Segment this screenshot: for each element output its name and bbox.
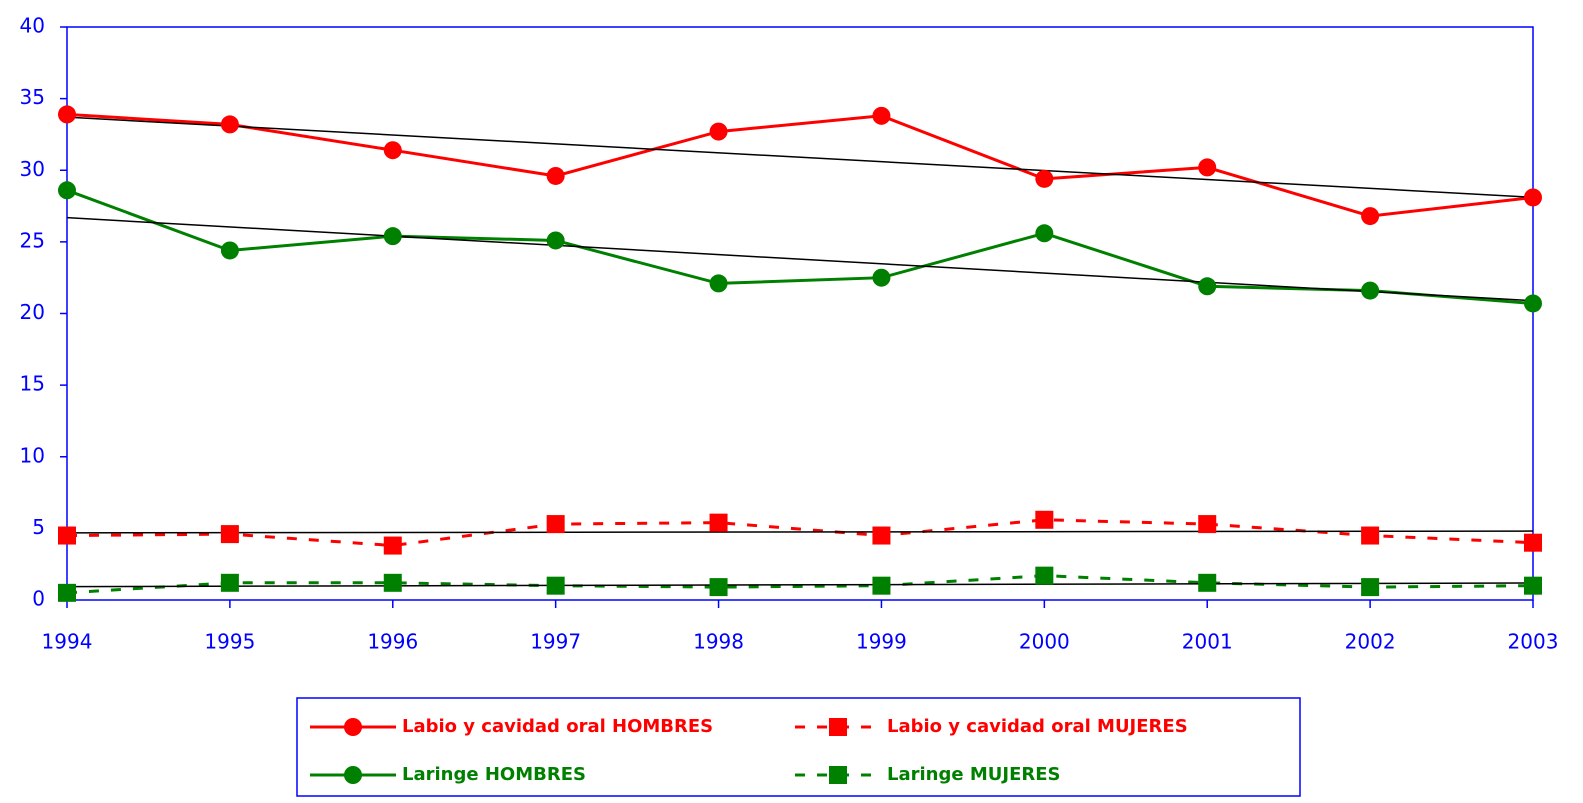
- marker: [546, 166, 565, 185]
- marker: [1361, 578, 1380, 597]
- y-tick-label: 30: [20, 157, 45, 181]
- y-tick-label: 40: [20, 14, 45, 38]
- marker: [383, 227, 402, 246]
- marker: [1035, 169, 1054, 188]
- trend-line: [66, 216, 1534, 302]
- trend-line: [66, 530, 1534, 534]
- marker: [1524, 294, 1542, 313]
- marker: [1361, 526, 1380, 545]
- x-tick-label: 1997: [530, 630, 581, 654]
- legend-box: [296, 697, 1301, 797]
- series-line: [66, 188, 1534, 305]
- y-tick-label: 25: [20, 228, 45, 252]
- marker: [220, 573, 239, 592]
- x-tick-label: 2001: [1182, 630, 1233, 654]
- marker: [1035, 566, 1054, 585]
- marker: [872, 106, 891, 125]
- marker: [220, 525, 239, 544]
- series-line: [66, 574, 1534, 595]
- y-tick-label: 5: [32, 515, 45, 539]
- marker: [1198, 158, 1217, 177]
- marker: [1035, 510, 1054, 529]
- series-line: [66, 112, 1534, 218]
- marker: [709, 274, 728, 293]
- y-tick-label: 0: [32, 587, 45, 611]
- x-tick-label: 1999: [856, 630, 907, 654]
- marker: [1035, 224, 1054, 243]
- y-tick-label: 10: [20, 443, 45, 467]
- legend-marker: [344, 766, 362, 784]
- trend-line: [66, 116, 1534, 199]
- x-tick-label: 2002: [1345, 630, 1396, 654]
- legend-label: Labio y cavidad oral HOMBRES: [402, 716, 713, 737]
- y-tick-label: 20: [20, 300, 45, 324]
- marker: [1198, 515, 1217, 534]
- marker: [546, 231, 565, 250]
- marker: [709, 513, 728, 532]
- legend-marker: [344, 718, 362, 736]
- marker: [58, 105, 76, 124]
- marker: [1524, 576, 1542, 595]
- marker: [546, 515, 565, 534]
- marker: [383, 141, 402, 160]
- legend-label: Laringe HOMBRES: [402, 764, 586, 785]
- legend-marker: [829, 718, 847, 736]
- x-tick-label: 1995: [204, 630, 255, 654]
- marker: [872, 268, 891, 287]
- marker: [1524, 188, 1542, 207]
- marker: [1198, 573, 1217, 592]
- marker: [546, 576, 565, 595]
- legend-label: Labio y cavidad oral MUJERES: [887, 716, 1188, 737]
- x-tick-label: 1994: [42, 630, 93, 654]
- y-tick-label: 15: [20, 372, 45, 396]
- x-tick-label: 1996: [367, 630, 418, 654]
- marker: [220, 241, 239, 260]
- marker: [1198, 277, 1217, 296]
- marker: [58, 583, 76, 602]
- marker: [383, 536, 402, 555]
- marker: [709, 122, 728, 141]
- marker: [383, 573, 402, 592]
- legend-marker: [829, 766, 847, 784]
- marker: [1524, 533, 1542, 552]
- marker: [872, 526, 891, 545]
- plot-frame: [66, 26, 1534, 601]
- x-tick-label: 2003: [1508, 630, 1559, 654]
- y-tick-label: 35: [20, 85, 45, 109]
- x-tick-label: 1998: [693, 630, 744, 654]
- legend-label: Laringe MUJERES: [887, 764, 1060, 785]
- marker: [58, 526, 76, 545]
- marker: [58, 181, 76, 200]
- marker: [872, 576, 891, 595]
- x-tick-label: 2000: [1019, 630, 1070, 654]
- marker: [709, 578, 728, 597]
- marker: [1361, 281, 1380, 300]
- series-line: [66, 518, 1534, 548]
- marker: [1361, 207, 1380, 226]
- marker: [220, 115, 239, 134]
- trend-line: [66, 582, 1534, 588]
